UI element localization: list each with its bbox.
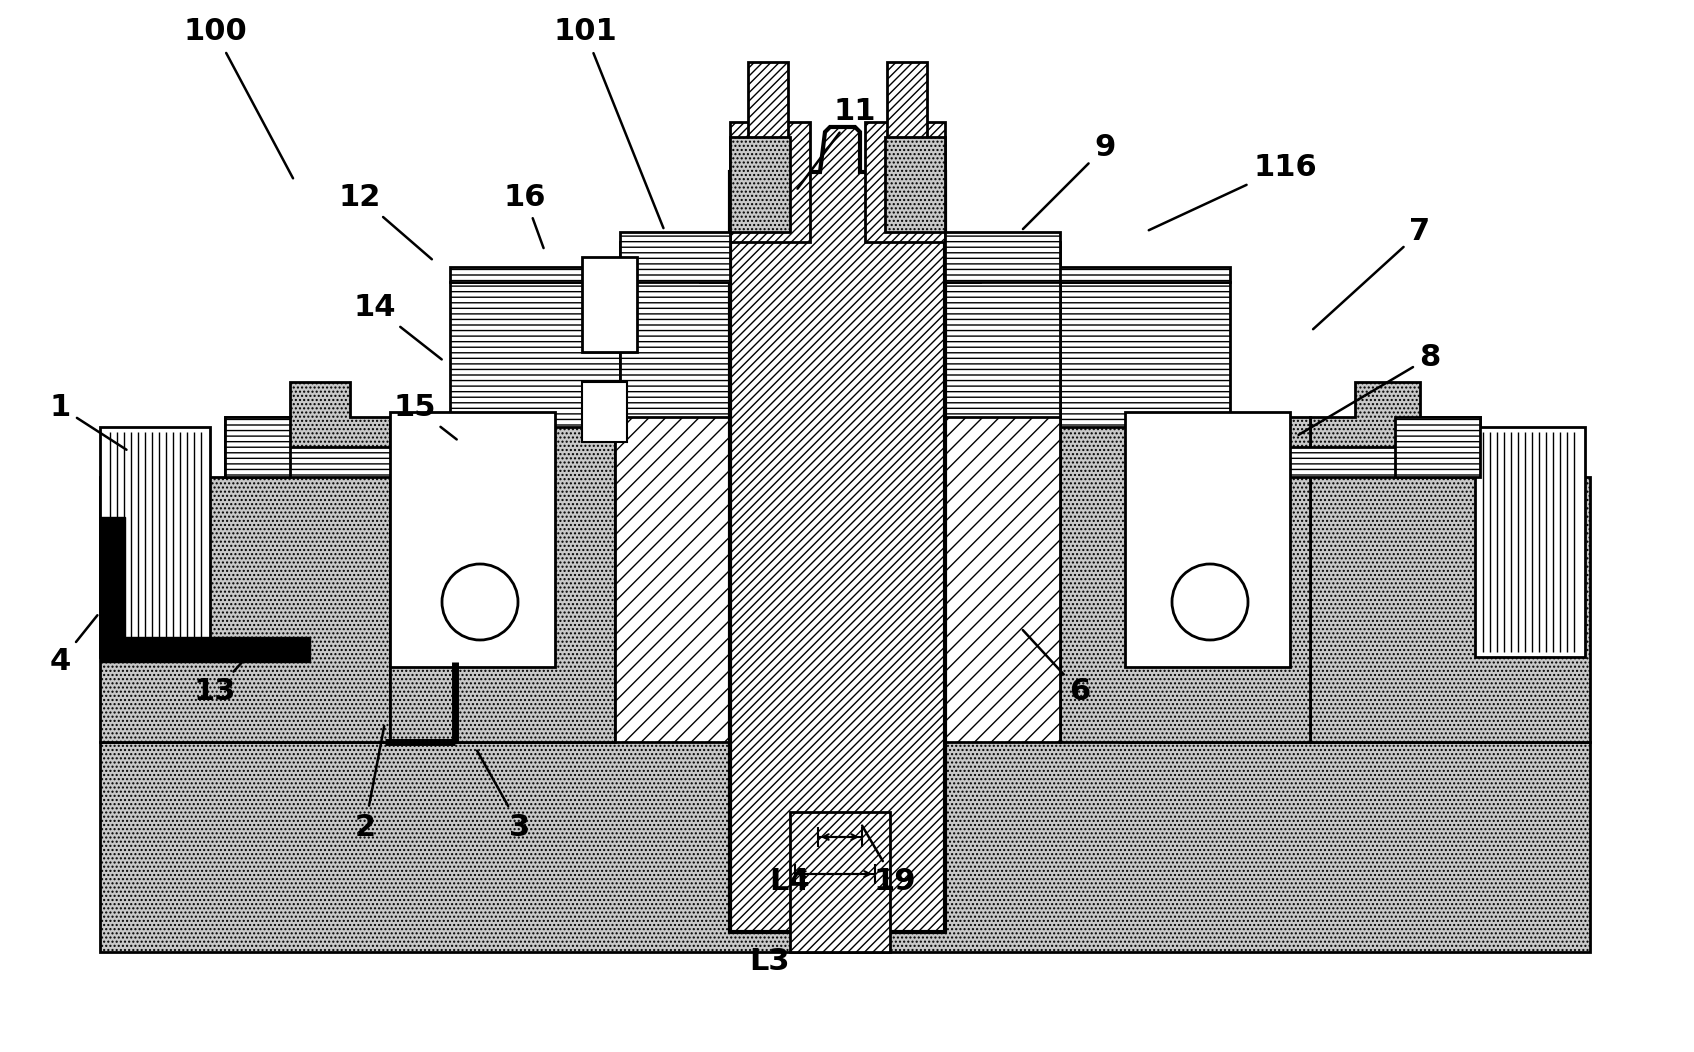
Polygon shape	[730, 127, 945, 932]
Text: 13: 13	[193, 640, 263, 707]
Bar	[749, 62, 788, 162]
Bar	[100, 427, 210, 658]
Circle shape	[1172, 564, 1248, 640]
Bar	[1475, 427, 1586, 658]
Polygon shape	[620, 232, 730, 282]
Polygon shape	[1230, 447, 1481, 477]
Polygon shape	[1060, 282, 1230, 662]
Text: 3: 3	[478, 751, 530, 842]
Text: 12: 12	[339, 182, 432, 259]
Bar	[789, 812, 889, 952]
Text: 15: 15	[393, 392, 457, 440]
Text: L4: L4	[769, 868, 810, 896]
Bar	[866, 122, 945, 242]
Polygon shape	[390, 417, 615, 742]
Polygon shape	[700, 242, 981, 282]
Polygon shape	[945, 232, 1060, 282]
Text: 9: 9	[1023, 133, 1116, 229]
Polygon shape	[451, 171, 1230, 457]
Polygon shape	[100, 662, 1591, 952]
Polygon shape	[945, 417, 1060, 742]
Polygon shape	[615, 417, 730, 742]
Text: 14: 14	[354, 292, 442, 360]
Text: 8: 8	[1299, 343, 1440, 434]
Polygon shape	[1309, 382, 1591, 742]
Bar	[884, 137, 945, 232]
Bar	[583, 257, 637, 352]
Text: 4: 4	[49, 615, 97, 676]
Text: L3: L3	[750, 948, 789, 976]
Polygon shape	[100, 382, 390, 742]
Bar	[730, 122, 810, 242]
Text: 116: 116	[1149, 153, 1316, 230]
Polygon shape	[451, 282, 620, 662]
Text: 2: 2	[354, 726, 385, 842]
Text: 100: 100	[183, 18, 293, 179]
Bar	[730, 137, 789, 232]
Bar	[888, 62, 927, 162]
Text: 7: 7	[1313, 218, 1430, 329]
Polygon shape	[225, 447, 451, 477]
Text: 11: 11	[798, 98, 876, 188]
Text: 1: 1	[49, 392, 127, 450]
Polygon shape	[1060, 417, 1309, 742]
Bar	[390, 412, 556, 667]
Bar	[583, 382, 627, 442]
Bar	[1125, 412, 1291, 667]
Text: 101: 101	[554, 18, 664, 228]
Polygon shape	[100, 517, 310, 662]
Text: 6: 6	[1023, 630, 1091, 707]
Text: 16: 16	[503, 182, 545, 248]
Text: 19: 19	[862, 826, 916, 896]
Circle shape	[442, 564, 518, 640]
Polygon shape	[225, 417, 290, 477]
Polygon shape	[1394, 417, 1481, 477]
